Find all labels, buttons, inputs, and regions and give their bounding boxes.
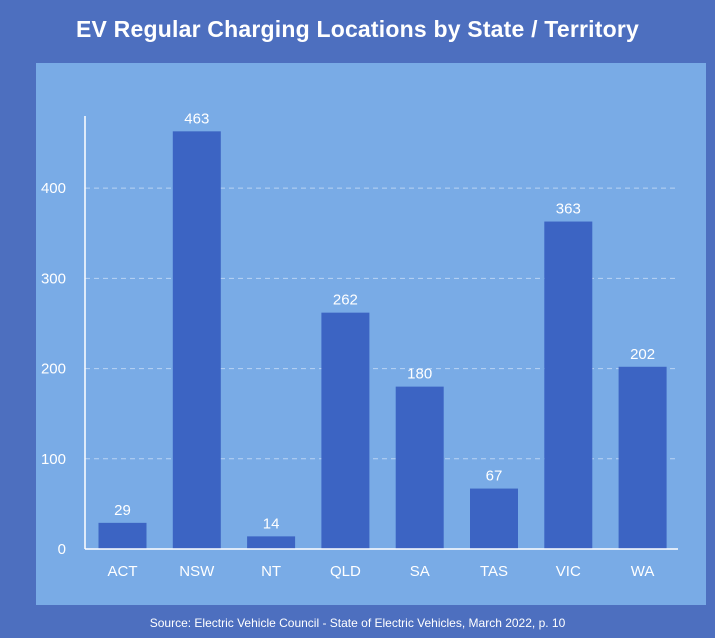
x-tick-label: SA	[410, 563, 430, 580]
value-label: 180	[407, 366, 432, 383]
y-tick-label: 200	[41, 361, 66, 378]
value-labels: 29 463 14 262 180 67 363 202	[114, 110, 655, 532]
bar-act	[98, 522, 147, 549]
bar-qld	[321, 312, 370, 549]
value-label: 14	[263, 515, 280, 532]
value-label: 29	[114, 502, 131, 519]
y-axis-ticks: 0 100 200 300 400	[41, 180, 66, 558]
x-tick-label: NT	[261, 563, 281, 580]
chart-title: EV Regular Charging Locations by State /…	[76, 16, 639, 42]
bar-sa	[395, 386, 444, 549]
y-tick-label: 300	[41, 270, 66, 287]
x-tick-label: VIC	[556, 563, 581, 580]
bars	[98, 131, 667, 549]
source-note: Source: Electric Vehicle Council - State…	[149, 616, 566, 630]
x-tick-label: ACT	[108, 563, 138, 580]
value-label: 67	[486, 468, 503, 485]
value-label: 363	[556, 201, 581, 218]
x-tick-label: QLD	[330, 563, 361, 580]
x-tick-label: WA	[631, 563, 655, 580]
y-tick-label: 0	[58, 541, 66, 558]
bar-wa	[618, 366, 667, 549]
x-tick-label: TAS	[480, 563, 508, 580]
bar-vic	[544, 221, 593, 549]
value-label: 463	[184, 110, 209, 127]
value-label: 262	[333, 292, 358, 309]
bar-nt	[247, 536, 296, 549]
bar-nsw	[172, 131, 221, 549]
x-axis-ticks: ACT NSW NT QLD SA TAS VIC WA	[108, 563, 655, 580]
y-tick-label: 100	[41, 451, 66, 468]
y-tick-label: 400	[41, 180, 66, 197]
bar-tas	[470, 488, 518, 549]
chart-panel	[36, 63, 706, 605]
value-label: 202	[630, 346, 655, 363]
x-tick-label: NSW	[179, 563, 215, 580]
